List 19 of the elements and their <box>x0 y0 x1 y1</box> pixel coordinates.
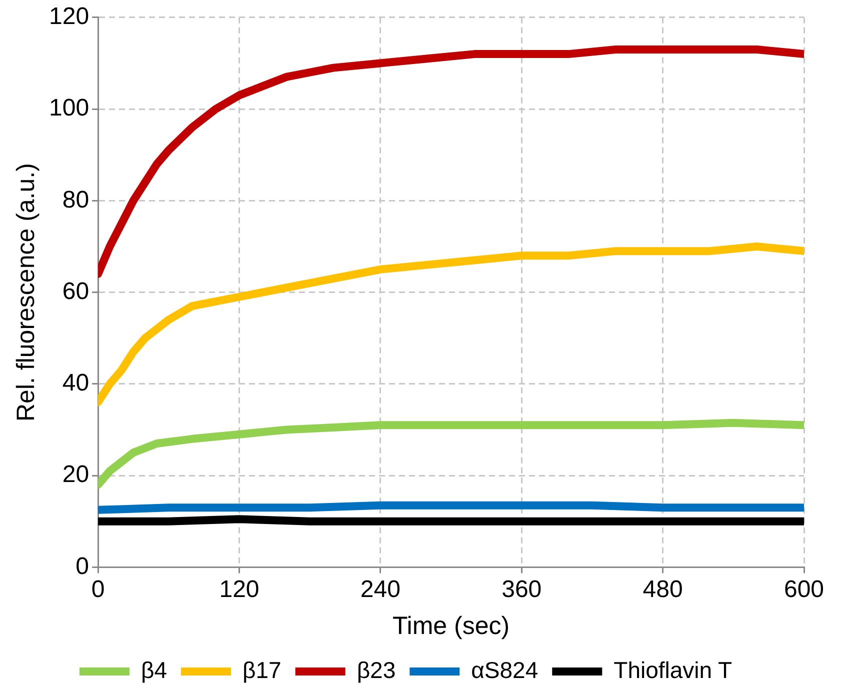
x-axis-title: Time (sec) <box>392 612 510 640</box>
x-tick-label: 600 <box>784 576 824 604</box>
y-tick-label: 40 <box>62 370 90 397</box>
y-tick-label: 100 <box>48 94 90 122</box>
legend-label: β4 <box>140 656 168 683</box>
x-tick-label: 120 <box>219 576 260 604</box>
legend-label: αS824 <box>471 656 538 683</box>
y-axis-title: Rel. fluorescence (a.u.) <box>12 163 40 422</box>
y-tick-label: 0 <box>76 552 90 580</box>
y-tick-label: 20 <box>62 461 90 488</box>
y-tick-label: 60 <box>62 278 90 305</box>
y-tick-label: 120 <box>48 3 90 30</box>
legend-label: Thioflavin T <box>614 656 732 683</box>
x-tick-label: 240 <box>360 576 400 604</box>
x-tick-label: 360 <box>502 576 542 604</box>
legend-label: β23 <box>356 656 396 683</box>
legend-label: β17 <box>242 656 282 683</box>
x-tick-label: 480 <box>642 576 683 604</box>
y-tick-label: 80 <box>62 186 90 214</box>
